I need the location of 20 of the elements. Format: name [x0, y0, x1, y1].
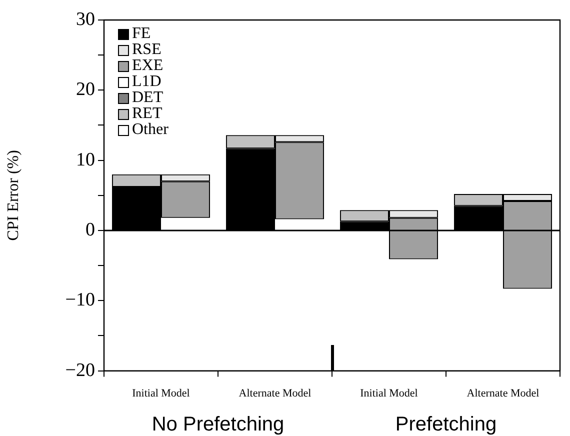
x-tick-label: Initial Model: [132, 387, 190, 400]
legend-label: EXE: [132, 57, 164, 74]
y-axis-title: CPI Error (%): [4, 150, 22, 241]
y-tick-label: 0: [86, 219, 95, 240]
legend-label: RET: [132, 105, 162, 122]
text: Prefetching: [395, 414, 497, 436]
x-tick-label: Alternate Model: [238, 387, 312, 400]
x-tick-label: Alternate Model: [466, 387, 540, 400]
legend-label: DET: [132, 89, 164, 106]
y-tick-label: 30: [76, 8, 95, 30]
y-tick-label: −20: [65, 360, 95, 381]
y-tick-label: 10: [76, 149, 95, 170]
x-tick-label: Initial Model: [360, 387, 418, 400]
legend-label: Other: [132, 121, 168, 138]
legend-label: RSE: [132, 41, 162, 58]
legend-label: L1D: [132, 73, 162, 90]
legend-label: FE: [132, 25, 151, 42]
y-tick-label: 20: [76, 79, 95, 100]
text: No Prefetching: [152, 414, 284, 436]
y-tick-label: −10: [65, 290, 95, 311]
